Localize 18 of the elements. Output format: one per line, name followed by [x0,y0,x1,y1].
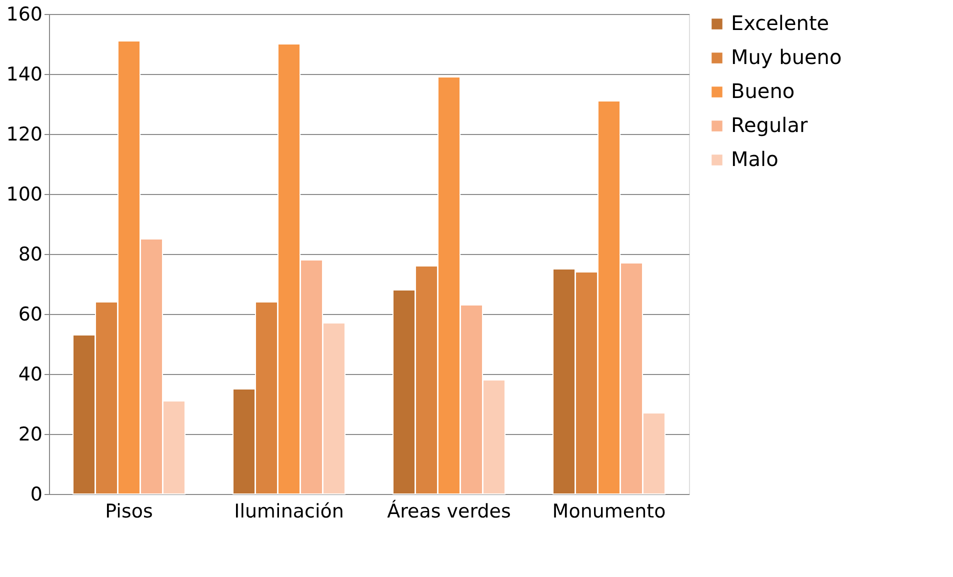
y-tick-label: 160 [6,4,42,26]
y-tick-label: 0 [30,484,42,506]
y-tick-label: 40 [18,364,42,386]
legend-label: Bueno [731,79,795,103]
y-tick-label: 100 [6,184,42,206]
legend-label: Muy bueno [731,45,842,69]
legend-label: Regular [731,113,808,137]
legend-label: Excelente [731,11,830,35]
y-tick-label: 120 [6,124,42,146]
y-tick-label: 140 [6,64,42,86]
y-tick-label: 20 [18,424,42,446]
x-tick-label: Iluminación [234,500,344,522]
x-tick-label: Áreas verdes [387,500,511,522]
y-tick-label: 80 [18,244,42,266]
x-tick-label: Pisos [105,500,153,522]
x-tick-label: Monumento [552,500,666,522]
y-tick-label: 60 [18,304,42,326]
legend-label: Malo [731,147,778,171]
